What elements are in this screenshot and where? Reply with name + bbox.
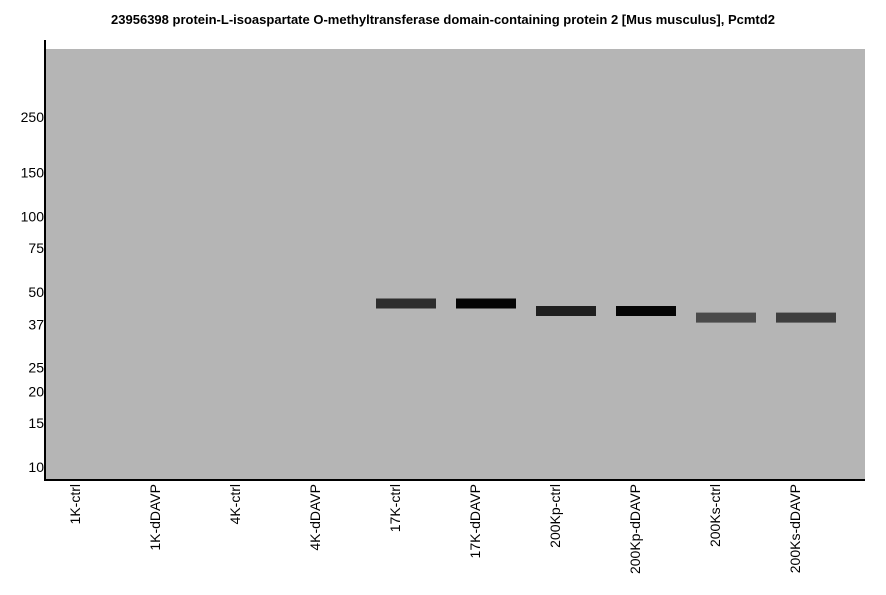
lane-label: 17K-ctrl (387, 484, 403, 532)
lane-label: 200Kp-dDAVP (627, 484, 643, 574)
lane-label: 4K-dDAVP (307, 484, 323, 551)
protein-band (456, 298, 516, 309)
lane-label: 200Ks-ctrl (707, 484, 723, 547)
lane-label: 1K-ctrl (67, 484, 83, 524)
y-tick-label: 100 (21, 209, 45, 225)
bands-layer (376, 298, 836, 323)
y-axis-ticks: 250 150 100 75 50 37 25 20 15 10 (21, 109, 45, 475)
protein-band (776, 312, 836, 323)
lane-label: 17K-dDAVP (467, 484, 483, 558)
y-tick-label: 25 (28, 359, 44, 375)
y-tick-label: 20 (28, 384, 44, 400)
lane-labels: 1K-ctrl 1K-dDAVP 4K-ctrl 4K-dDAVP 17K-ctrl 17… (67, 484, 803, 574)
y-tick-label: 250 (21, 109, 45, 125)
membrane-background (46, 49, 865, 479)
y-tick-label: 50 (28, 284, 44, 300)
protein-band (536, 306, 596, 316)
y-tick-label: 37 (28, 317, 44, 333)
lane-label: 200Ks-dDAVP (787, 484, 803, 573)
lane-label: 4K-ctrl (227, 484, 243, 524)
y-tick-label: 150 (21, 165, 45, 181)
y-tick-label: 10 (28, 459, 44, 475)
y-tick-label: 15 (28, 415, 44, 431)
chart-title: 23956398 protein-L-isoaspartate O-methyl… (111, 12, 775, 27)
protein-band (616, 306, 676, 316)
protein-band (696, 312, 756, 323)
protein-band (376, 298, 436, 309)
lane-label: 200Kp-ctrl (547, 484, 563, 548)
lane-label: 1K-dDAVP (147, 484, 163, 551)
y-tick-label: 75 (28, 240, 44, 256)
